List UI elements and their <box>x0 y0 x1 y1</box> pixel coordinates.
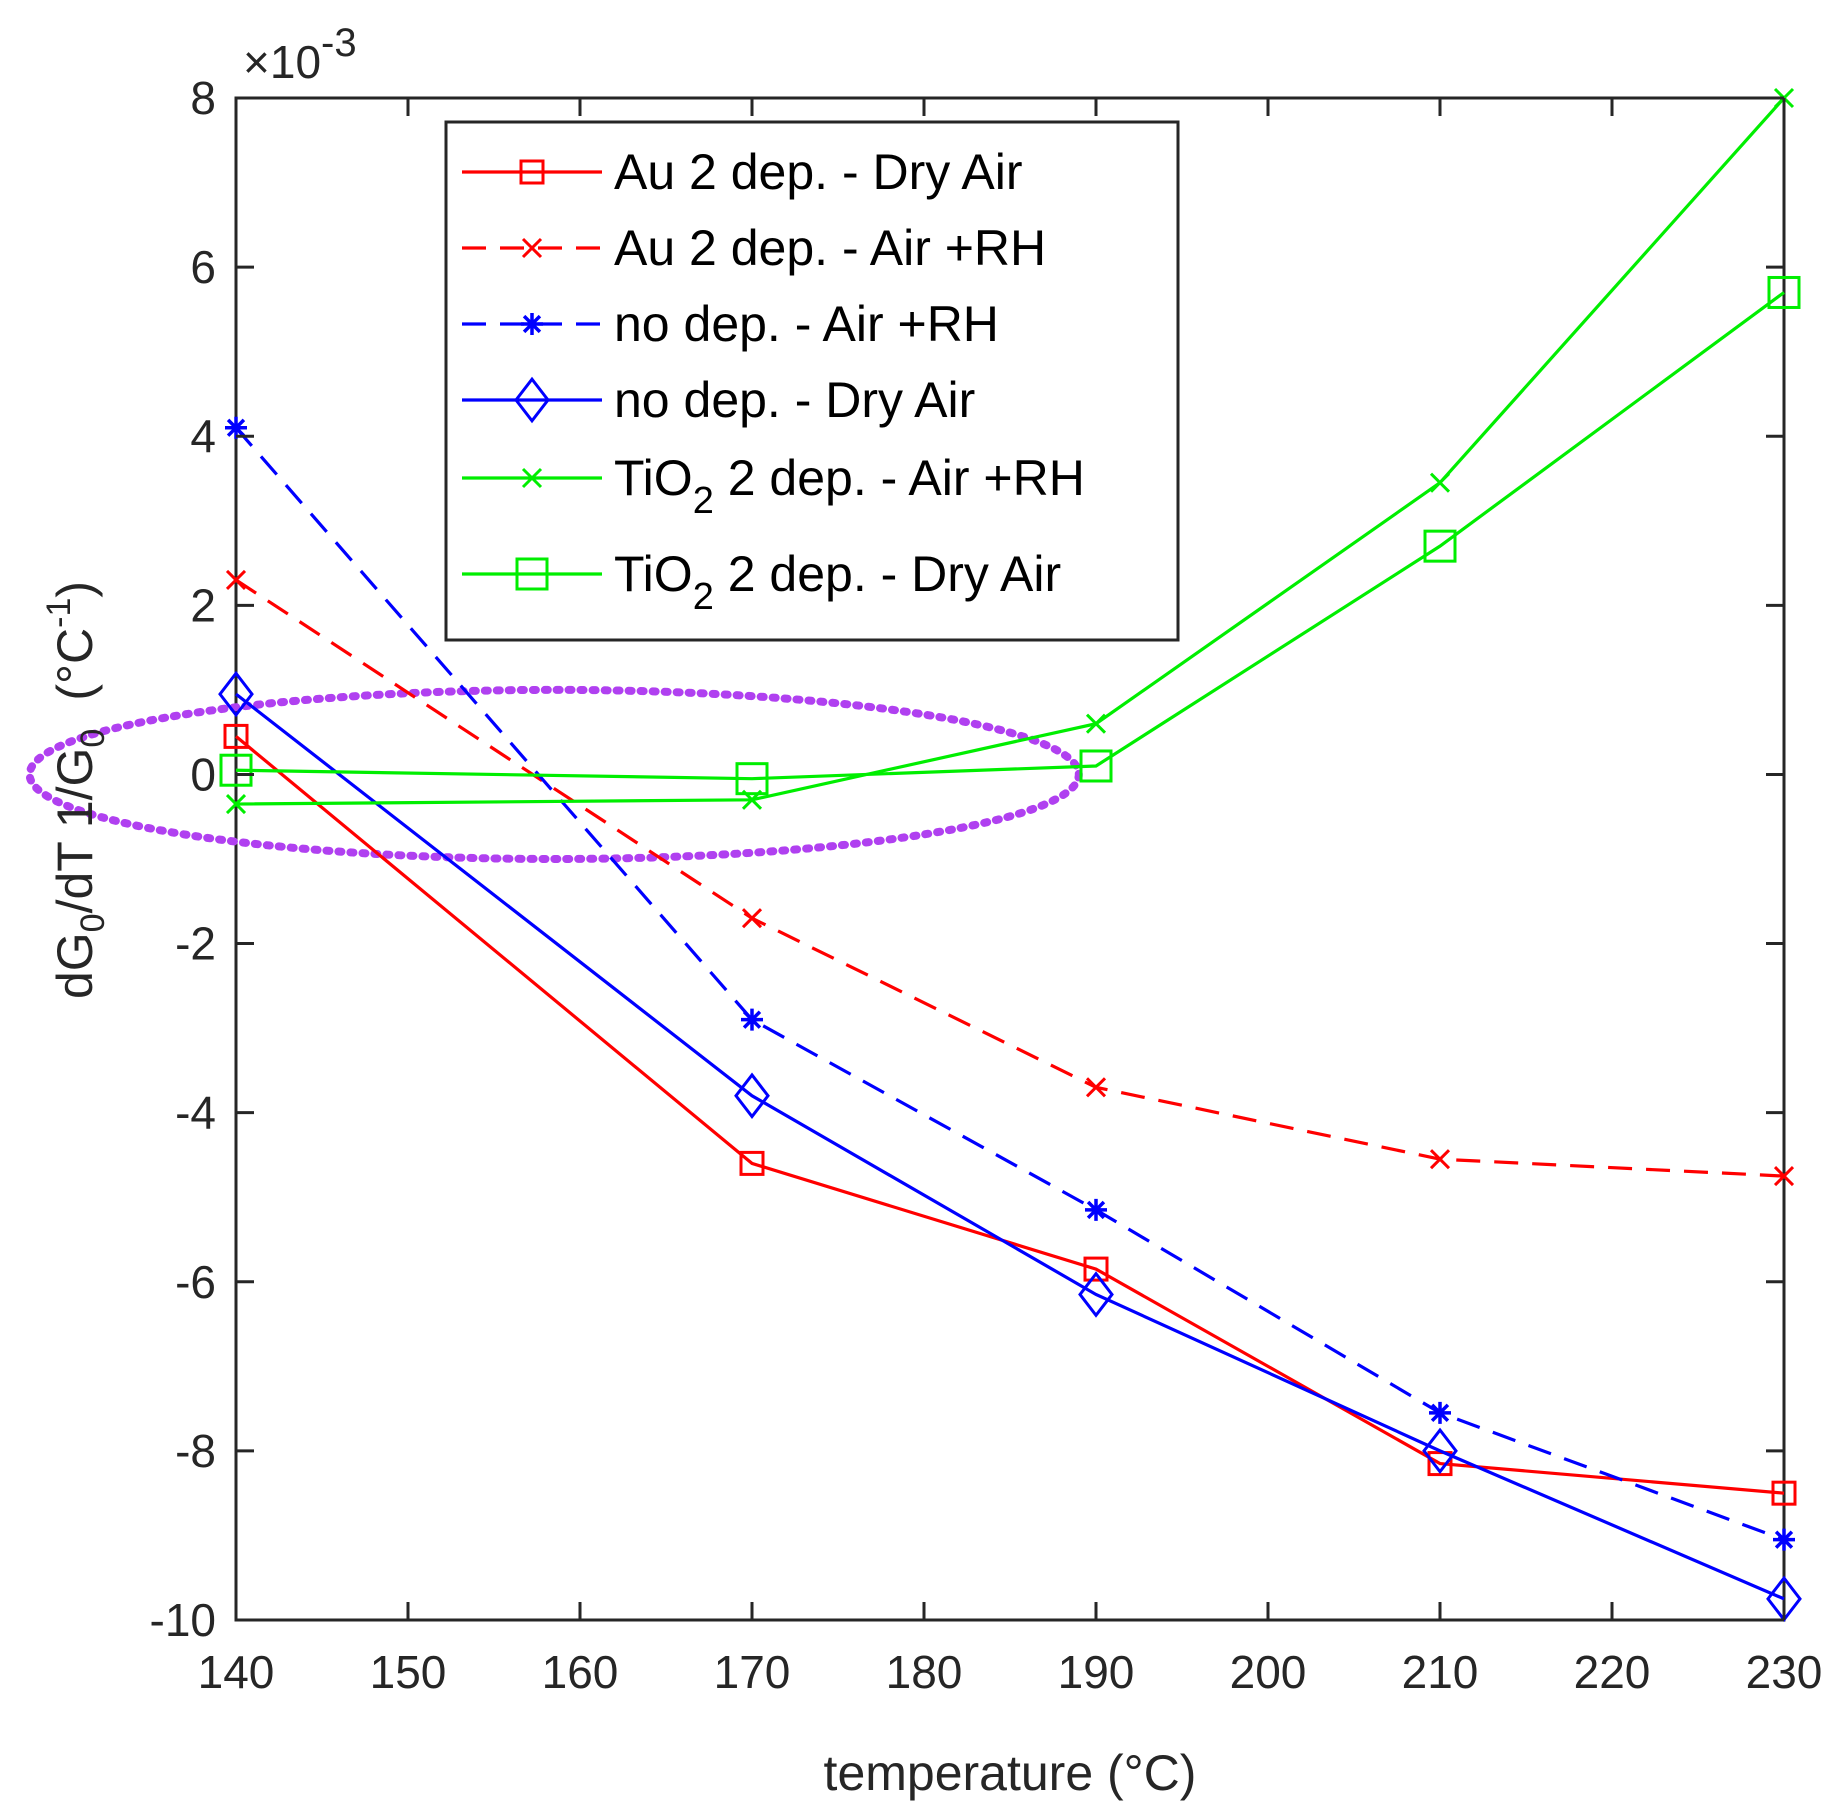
data-point <box>1773 1528 1795 1551</box>
legend-item: no dep. - Air +RH <box>462 296 999 352</box>
x-tick-label: 170 <box>714 1646 791 1698</box>
x-tick-label: 220 <box>1574 1646 1651 1698</box>
x-tick-label: 190 <box>1058 1646 1135 1698</box>
series-3 <box>225 416 1795 1551</box>
y-tick-label: -2 <box>175 918 216 970</box>
y-tick-label: -8 <box>175 1425 216 1477</box>
legend-item: TiO2 2 dep. - Air +RH <box>462 450 1085 522</box>
data-point <box>741 1008 763 1031</box>
series-5 <box>225 87 1795 815</box>
data-point <box>1771 1480 1797 1506</box>
data-point <box>1085 713 1107 734</box>
y-tick-label: 4 <box>190 410 216 462</box>
legend-marker <box>521 467 543 489</box>
data-point <box>734 1072 770 1120</box>
data-point <box>1085 1198 1107 1221</box>
series-1 <box>223 723 1797 1506</box>
x-tick-label: 210 <box>1402 1646 1479 1698</box>
legend-label: TiO2 2 dep. - Dry Air <box>614 546 1061 618</box>
data-point <box>739 1150 765 1176</box>
legend-label: no dep. - Air +RH <box>614 296 999 352</box>
legend-marker <box>521 237 543 259</box>
series-6 <box>219 275 1801 796</box>
data-point <box>1085 1077 1107 1098</box>
data-point <box>1429 1401 1451 1424</box>
x-tick-label: 140 <box>198 1646 275 1698</box>
annotation-layer <box>25 685 1083 864</box>
data-point <box>1773 1166 1795 1187</box>
y-tick-label: 6 <box>190 241 216 293</box>
y-multiplier: ×10-3 <box>243 21 357 88</box>
series-2 <box>225 569 1795 1187</box>
data-point <box>741 908 763 929</box>
data-point <box>225 793 247 815</box>
series-line <box>235 692 1785 1601</box>
y-tick-label: -4 <box>175 1087 216 1139</box>
legend-item: TiO2 2 dep. - Dry Air <box>462 546 1061 618</box>
data-point <box>225 416 247 439</box>
data-point <box>1079 749 1113 783</box>
x-tick-label: 200 <box>1230 1646 1307 1698</box>
legend-label: no dep. - Dry Air <box>614 372 975 428</box>
legend-marker <box>519 159 545 185</box>
legend-marker <box>515 557 549 591</box>
data-point <box>735 762 769 796</box>
legend-box <box>444 120 1180 642</box>
x-tick-label: 230 <box>1746 1646 1823 1698</box>
legend-item: Au 2 dep. - Dry Air <box>462 144 1023 200</box>
data-point <box>1422 1427 1458 1475</box>
y-tick-label: -6 <box>175 1256 216 1308</box>
legend-item: Au 2 dep. - Air +RH <box>462 220 1046 276</box>
x-tick-label: 160 <box>542 1646 619 1698</box>
data-point <box>1423 529 1457 563</box>
x-tick-label: 180 <box>886 1646 963 1698</box>
data-point <box>218 670 254 718</box>
y-tick-label: 2 <box>190 579 216 631</box>
data-point <box>223 723 249 749</box>
legend-label: TiO2 2 dep. - Air +RH <box>614 450 1085 522</box>
series-line <box>235 291 1785 781</box>
series-layer <box>218 87 1802 1623</box>
data-point <box>225 569 247 591</box>
data-point <box>1083 1256 1109 1282</box>
legend: Au 2 dep. - Dry Air Au 2 dep. - Air +RH no… <box>444 120 1180 642</box>
y-multiplier-base: ×10 <box>243 36 321 88</box>
y-multiplier-exp: -3 <box>321 21 357 65</box>
legend-marker <box>521 313 543 335</box>
data-point <box>1429 472 1451 493</box>
series-line <box>234 735 1785 1495</box>
data-point <box>1767 275 1801 309</box>
data-point <box>219 753 253 787</box>
x-tick-label: 150 <box>370 1646 447 1698</box>
highlight-ellipse <box>25 685 1083 864</box>
y-tick-label: 8 <box>190 72 216 124</box>
y-tick-label: -10 <box>150 1594 216 1646</box>
y-axis-label: dG0/dT 1/G0(°C-1) <box>40 581 112 999</box>
legend-label: Au 2 dep. - Air +RH <box>614 220 1046 276</box>
ticks-layer: 140 150 160 170 180 190 200 210 220 230 -10 -8 -6 -4 -… <box>150 72 1823 1698</box>
legend-marker <box>514 376 550 424</box>
y-tick-label: 0 <box>190 748 216 800</box>
data-point <box>1078 1271 1114 1318</box>
x-axis-label: temperature (°C) <box>824 1745 1197 1801</box>
legend-item: no dep. - Dry Air <box>462 372 975 428</box>
legend-label: Au 2 dep. - Dry Air <box>614 144 1023 200</box>
data-point <box>1429 1149 1451 1170</box>
